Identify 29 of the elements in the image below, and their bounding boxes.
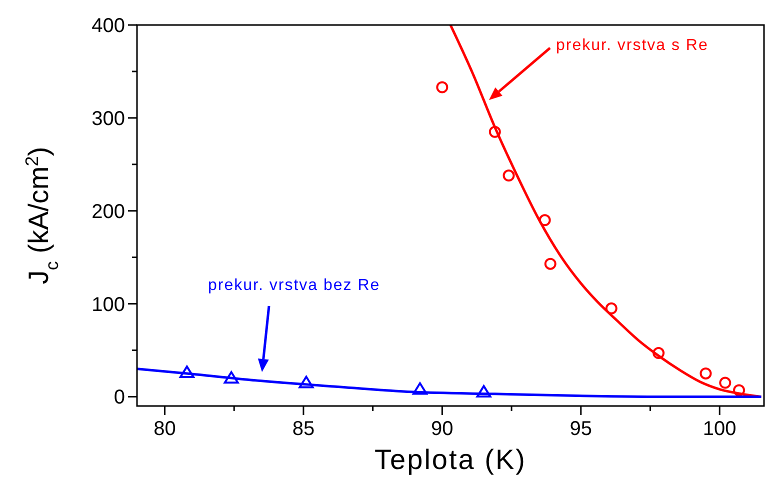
point bbox=[298, 376, 314, 388]
x-axis-title: Teplota (K) bbox=[374, 444, 526, 475]
point bbox=[605, 302, 618, 314]
point bbox=[544, 258, 556, 270]
point bbox=[476, 385, 492, 398]
point bbox=[700, 367, 712, 380]
x-tick-label: 95 bbox=[570, 418, 592, 440]
y-tick-label: 400 bbox=[92, 15, 125, 37]
y-tick-label: 300 bbox=[92, 108, 125, 130]
point bbox=[652, 347, 665, 360]
point bbox=[436, 81, 448, 94]
point bbox=[502, 170, 515, 182]
y-tick-label: 100 bbox=[92, 294, 125, 316]
x-tick-label: 90 bbox=[431, 418, 454, 440]
point bbox=[488, 126, 501, 138]
point bbox=[719, 376, 732, 389]
point bbox=[412, 382, 428, 395]
annotation: prekur. vrstva s Re bbox=[556, 37, 708, 54]
x-tick-label: 100 bbox=[702, 418, 736, 440]
point bbox=[538, 214, 551, 226]
annotation: prekur. vrstva bez Re bbox=[208, 277, 380, 294]
x-tick-label: 85 bbox=[292, 418, 315, 440]
point bbox=[224, 371, 239, 384]
y-tick-label: 200 bbox=[92, 200, 125, 223]
x-tick-label: 80 bbox=[154, 418, 176, 440]
y-tick-label: 0 bbox=[114, 386, 125, 409]
point bbox=[179, 366, 194, 378]
point bbox=[733, 384, 746, 396]
line-series bbox=[449, 25, 762, 398]
